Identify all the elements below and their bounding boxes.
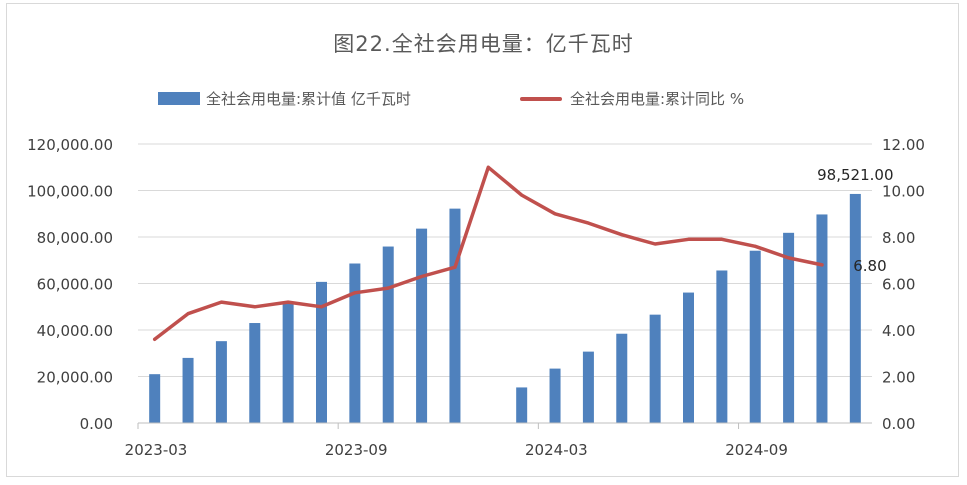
line-point [453, 265, 457, 269]
y-right-tick-label: 4.00 [882, 322, 915, 340]
y-right-tick-label: 0.00 [882, 415, 915, 433]
x-axis: 2023-03 2023-09 2024-03 2024-09 [125, 422, 872, 459]
x-tick-label: 2024-09 [725, 441, 788, 459]
x-tick-label: 2023-03 [125, 441, 188, 459]
bar [282, 303, 294, 423]
bar-series [149, 193, 861, 423]
annotations: 98,521.00 6.80 [817, 166, 893, 275]
y-axis-right: 0.00 2.00 4.00 6.00 8.00 10.00 12.00 [882, 136, 925, 433]
bar [382, 246, 394, 423]
bar [549, 368, 561, 423]
grid-lines [138, 143, 872, 377]
bar [649, 314, 661, 423]
y-left-tick-label: 80,000.00 [37, 229, 113, 247]
bar [449, 208, 461, 423]
bar [749, 250, 761, 423]
line-point [353, 291, 357, 295]
x-tick-label: 2023-09 [325, 441, 388, 459]
bar [182, 357, 194, 423]
line-point [386, 286, 390, 290]
y-left-tick-label: 20,000.00 [37, 369, 113, 387]
bar [149, 374, 161, 423]
line-point [286, 300, 290, 304]
x-tick-label: 2024-03 [525, 441, 588, 459]
legend-bar-swatch [158, 92, 200, 105]
y-right-tick-label: 6.00 [882, 276, 915, 294]
chart-frame [6, 3, 959, 477]
line-point [420, 275, 424, 279]
data-label: 98,521.00 [817, 166, 893, 184]
y-right-tick-label: 2.00 [882, 369, 915, 387]
line-point [753, 244, 757, 248]
line-point [820, 263, 824, 267]
legend-item-line: 全社会用电量:累计同比 % [520, 88, 744, 109]
chart-title: 图22.全社会用电量：亿千瓦时 [333, 32, 634, 56]
line-point [586, 221, 590, 225]
y-left-tick-label: 100,000.00 [27, 183, 113, 201]
line-point [520, 193, 524, 197]
y-right-tick-label: 12.00 [882, 136, 925, 154]
bar [582, 351, 594, 423]
bar [316, 281, 327, 423]
line-point [687, 237, 690, 241]
bar [215, 341, 227, 423]
line-point [553, 212, 557, 216]
line-point [486, 165, 490, 169]
bar [249, 323, 261, 423]
bar [516, 387, 528, 423]
y-left-tick-label: 120,000.00 [27, 136, 113, 154]
line-point [720, 237, 724, 241]
line-series [152, 165, 824, 342]
bar [416, 228, 428, 423]
line-point [620, 233, 624, 237]
y-left-tick-label: 60,000.00 [37, 276, 113, 294]
bar [683, 292, 694, 423]
y-axis-left: 0.00 20,000.00 40,000.00 60,000.00 80,000.00… [27, 136, 113, 433]
legend-line-swatch [520, 96, 562, 101]
y-left-tick-label: 40,000.00 [37, 322, 113, 340]
line-point [253, 305, 257, 309]
line-point [219, 300, 223, 304]
data-label: 6.80 [853, 257, 886, 275]
y-left-tick-label: 0.00 [80, 415, 113, 433]
y-right-tick-label: 10.00 [882, 183, 925, 201]
legend-item-bar: 全社会用电量:累计值 亿千瓦时 [158, 88, 411, 109]
legend-bar-label: 全社会用电量:累计值 亿千瓦时 [206, 90, 411, 108]
bar [716, 270, 728, 423]
bar [616, 333, 628, 423]
bar [783, 232, 795, 423]
line-point [320, 305, 323, 309]
line-point [186, 312, 190, 316]
bar [816, 214, 828, 423]
bar [849, 193, 861, 423]
y-right-tick-label: 8.00 [882, 229, 915, 247]
line-point [787, 256, 791, 260]
bar [349, 263, 361, 423]
line-point [653, 242, 657, 246]
legend-line-label: 全社会用电量:累计同比 % [570, 90, 745, 108]
line-point [153, 337, 157, 341]
legend: 全社会用电量:累计值 亿千瓦时 全社会用电量:累计同比 % [0, 88, 967, 110]
